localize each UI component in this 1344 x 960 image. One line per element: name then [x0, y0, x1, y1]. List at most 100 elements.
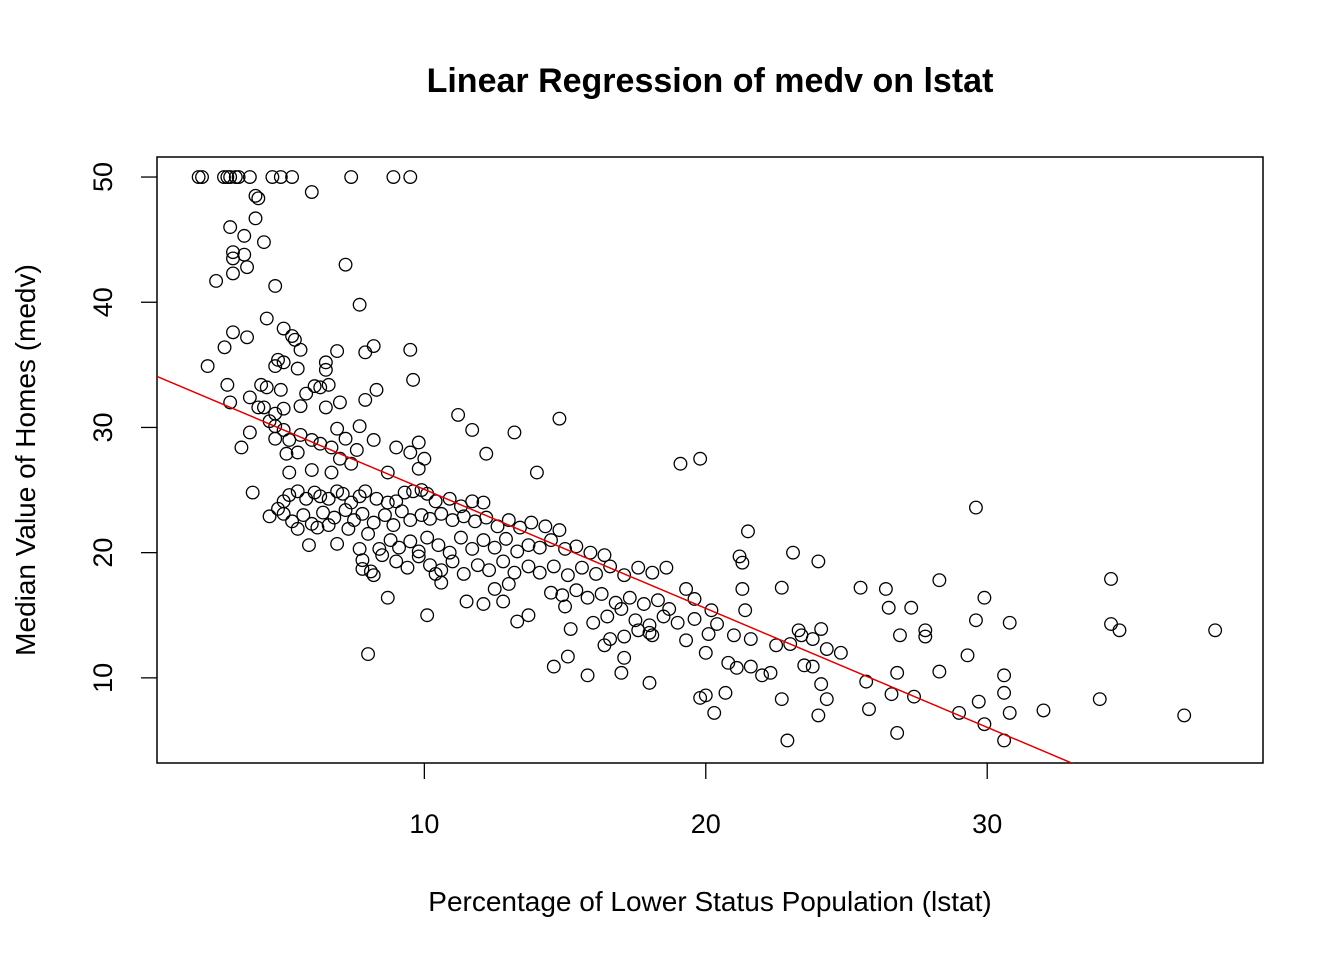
data-point: [476, 533, 491, 548]
data-point: [735, 555, 750, 570]
data-point: [318, 355, 333, 370]
data-point: [366, 433, 381, 447]
data-point: [510, 544, 525, 559]
data-point: [811, 554, 826, 569]
data-point: [262, 509, 277, 524]
data-point: [237, 228, 252, 243]
data-point: [755, 668, 770, 683]
regression-line-group: [157, 375, 1074, 763]
data-point: [805, 659, 820, 674]
data-point: [290, 521, 305, 536]
data-point: [366, 568, 381, 583]
data-point: [310, 520, 325, 535]
data-point: [521, 608, 536, 623]
data-point: [642, 675, 657, 690]
data-point: [890, 726, 905, 740]
chart-title: Linear Regression of medv on lstat: [427, 62, 994, 100]
data-point: [335, 486, 350, 501]
data-point: [302, 538, 316, 553]
data-point: [721, 655, 736, 670]
y-axis: 10 20 30 40 50: [88, 162, 157, 693]
data-point: [729, 660, 744, 675]
data-point: [1104, 571, 1118, 586]
data-point: [191, 170, 206, 184]
data-point: [411, 549, 426, 564]
data-point: [496, 554, 511, 569]
data-point: [1104, 617, 1118, 631]
data-point: [375, 548, 390, 563]
data-point: [791, 623, 806, 638]
data-point: [580, 590, 595, 605]
data-point: [223, 170, 238, 184]
data-point: [679, 582, 694, 596]
data-point: [358, 345, 373, 360]
data-point: [389, 554, 404, 569]
data-point: [358, 392, 373, 407]
y-tick-label-40: 40: [88, 287, 118, 317]
data-point: [403, 445, 418, 460]
data-point: [352, 541, 367, 556]
data-point: [603, 559, 618, 574]
data-point: [656, 609, 671, 624]
data-point: [420, 530, 435, 545]
data-point: [248, 188, 263, 203]
data-point: [411, 435, 426, 450]
data-point: [645, 565, 660, 580]
y-tick-label-10: 10: [88, 663, 118, 693]
data-point: [352, 419, 367, 434]
data-point: [290, 445, 305, 460]
data-point: [893, 628, 907, 643]
data-point: [217, 340, 232, 355]
data-point: [575, 560, 589, 575]
data-point: [907, 689, 921, 704]
data-point: [597, 548, 612, 563]
data-point: [1002, 615, 1017, 630]
data-point: [645, 628, 660, 643]
data-point: [1036, 703, 1051, 718]
data-point: [631, 560, 646, 575]
data-point: [290, 361, 305, 376]
data-point: [321, 491, 336, 506]
data-point: [268, 431, 283, 446]
data-point: [659, 560, 674, 575]
data-point: [476, 495, 491, 510]
data-point: [299, 491, 314, 506]
data-point: [698, 688, 713, 703]
data-point: [769, 638, 784, 653]
data-point: [209, 274, 224, 288]
data-point: [918, 623, 933, 638]
data-point: [774, 692, 789, 707]
data-point: [560, 649, 575, 664]
data-point: [347, 513, 361, 528]
data-point: [200, 359, 215, 374]
data-point: [487, 582, 502, 596]
data-point: [718, 685, 733, 700]
data-point: [383, 533, 398, 548]
data-point: [698, 645, 713, 660]
data-point: [487, 540, 502, 555]
data-point: [600, 609, 615, 624]
data-point: [890, 665, 905, 680]
data-point: [521, 538, 536, 553]
data-point: [569, 583, 584, 598]
data-point: [338, 257, 353, 272]
data-point: [389, 440, 404, 455]
data-point: [862, 702, 876, 717]
data-point: [414, 508, 429, 523]
data-point: [226, 266, 240, 281]
data-point: [783, 637, 798, 652]
data-point: [369, 382, 384, 397]
data-point: [453, 499, 468, 514]
data-point: [451, 407, 466, 422]
data-point: [282, 465, 297, 480]
data-point: [1208, 623, 1223, 638]
data-point: [341, 521, 356, 536]
data-point: [442, 545, 457, 560]
data-point: [501, 577, 516, 591]
data-point: [386, 518, 401, 533]
data-point: [1112, 623, 1127, 638]
data-point: [330, 536, 345, 551]
data-point: [524, 515, 539, 530]
data-point: [332, 451, 347, 466]
data-point: [316, 505, 330, 520]
